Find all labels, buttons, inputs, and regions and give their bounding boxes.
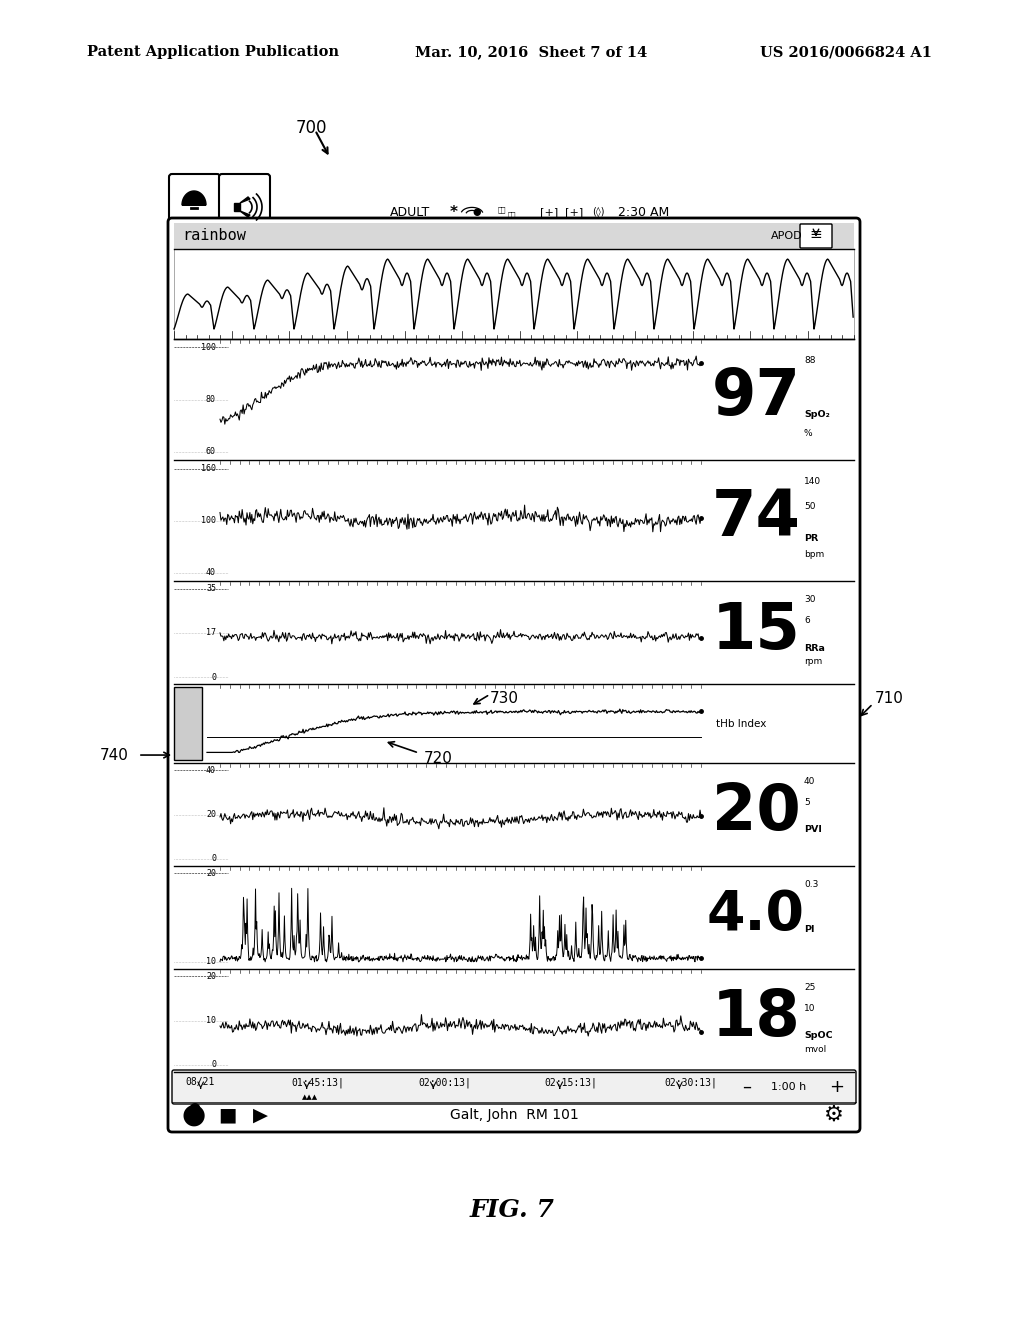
Polygon shape	[240, 211, 250, 216]
Text: 30: 30	[804, 595, 815, 605]
Text: ●: ●	[182, 1101, 206, 1129]
Text: mvol: mvol	[804, 1045, 826, 1053]
Text: 740: 740	[100, 747, 129, 763]
Text: PVI: PVI	[804, 825, 822, 834]
Text: ADULT: ADULT	[390, 206, 430, 219]
Text: tHb Index: tHb Index	[716, 718, 766, 729]
Text: SpOC: SpOC	[804, 1031, 833, 1040]
FancyBboxPatch shape	[800, 224, 831, 248]
Text: 0: 0	[211, 673, 216, 681]
Text: 5: 5	[804, 797, 810, 807]
Text: 140: 140	[804, 478, 821, 487]
Text: –: –	[742, 1078, 751, 1096]
FancyBboxPatch shape	[172, 1071, 856, 1104]
Text: 17: 17	[206, 628, 216, 638]
Text: 100: 100	[201, 516, 216, 525]
Text: Mar. 10, 2016  Sheet 7 of 14: Mar. 10, 2016 Sheet 7 of 14	[415, 45, 647, 59]
Text: ⬛⬛: ⬛⬛	[508, 211, 516, 218]
Text: 15: 15	[712, 599, 801, 661]
Text: rpm: rpm	[804, 657, 822, 667]
Text: PR: PR	[804, 535, 818, 544]
Text: 40: 40	[206, 569, 216, 577]
Text: PI: PI	[804, 925, 814, 935]
Text: 1:00 h: 1:00 h	[771, 1082, 806, 1092]
Text: 20: 20	[206, 972, 216, 981]
Text: ▶: ▶	[253, 1106, 267, 1125]
Text: 20: 20	[206, 810, 216, 818]
Text: 2:30 AM: 2:30 AM	[618, 206, 670, 219]
Text: %: %	[804, 429, 813, 438]
Text: +: +	[829, 1078, 844, 1096]
Text: [+]: [+]	[565, 207, 584, 216]
FancyBboxPatch shape	[169, 174, 220, 240]
Bar	[174, 249, 854, 339]
Text: SpO₂: SpO₂	[804, 409, 829, 418]
Text: 08/21: 08/21	[185, 1077, 215, 1088]
Text: 25: 25	[804, 983, 815, 993]
Text: 18: 18	[712, 987, 801, 1049]
FancyBboxPatch shape	[168, 218, 860, 1133]
Text: 01:45:13|: 01:45:13|	[292, 1077, 344, 1088]
Text: ■: ■	[218, 1106, 237, 1125]
Text: 160: 160	[201, 465, 216, 473]
Text: 40: 40	[206, 766, 216, 775]
Text: ≡: ≡	[810, 227, 822, 243]
Text: Galt, John  RM 101: Galt, John RM 101	[450, 1107, 579, 1122]
Text: 0.3: 0.3	[804, 880, 818, 890]
Text: 50: 50	[804, 502, 815, 511]
Text: 40: 40	[804, 777, 815, 787]
Text: 88: 88	[804, 356, 815, 366]
Text: 10: 10	[206, 1016, 216, 1026]
Text: (◊): (◊)	[592, 207, 604, 218]
Text: Patent Application Publication: Patent Application Publication	[87, 45, 339, 59]
Text: ●: ●	[472, 207, 480, 216]
Text: 80: 80	[206, 395, 216, 404]
Text: 6: 6	[804, 616, 810, 624]
Text: 60: 60	[206, 447, 216, 457]
Text: 700: 700	[296, 119, 328, 137]
Text: 02:30:13|: 02:30:13|	[665, 1077, 718, 1088]
Text: ⬛⬛: ⬛⬛	[498, 207, 507, 214]
Text: 02:00:13|: 02:00:13|	[418, 1077, 471, 1088]
Bar	[174, 688, 202, 760]
Text: [+]: [+]	[540, 207, 558, 216]
FancyBboxPatch shape	[219, 174, 270, 240]
Text: APOD: APOD	[771, 231, 803, 242]
Text: 97: 97	[712, 366, 801, 428]
Text: 35: 35	[206, 583, 216, 593]
Text: 0: 0	[211, 854, 216, 863]
Text: bpm: bpm	[804, 550, 824, 560]
Text: 02:15:13|: 02:15:13|	[545, 1077, 598, 1088]
Text: 720: 720	[424, 751, 453, 766]
Text: 0: 0	[211, 1060, 216, 1069]
Text: FIG. 7: FIG. 7	[470, 1199, 554, 1222]
Text: 100: 100	[201, 343, 216, 352]
Text: rainbow: rainbow	[182, 228, 246, 243]
Text: ⚙: ⚙	[824, 1105, 844, 1125]
Text: 10: 10	[804, 1003, 815, 1012]
Polygon shape	[182, 191, 206, 205]
Bar	[174, 223, 854, 249]
Text: 20: 20	[712, 781, 801, 843]
Text: 4.0: 4.0	[707, 888, 805, 942]
Text: 74: 74	[712, 487, 801, 549]
Text: 20: 20	[206, 869, 216, 878]
Text: 730: 730	[490, 690, 519, 706]
Text: *: *	[450, 205, 458, 219]
Text: 710: 710	[874, 692, 904, 706]
Text: US 2016/0066824 A1: US 2016/0066824 A1	[760, 45, 932, 59]
Text: ●: ●	[188, 1100, 200, 1114]
Text: RRa: RRa	[804, 644, 825, 653]
Text: 10: 10	[206, 957, 216, 966]
Text: ▲▲▲: ▲▲▲	[302, 1094, 317, 1100]
Polygon shape	[234, 203, 240, 211]
Polygon shape	[240, 197, 250, 203]
